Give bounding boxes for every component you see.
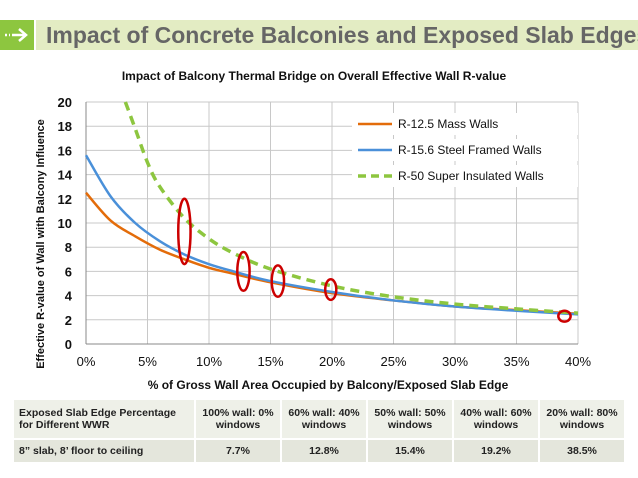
highlight-ellipse (177, 197, 192, 266)
x-tick-label: 5% (138, 354, 157, 369)
legend: R-12.5 Mass Walls R-15.6 Steel Framed Wal… (352, 113, 578, 187)
series-line-3 (123, 101, 579, 315)
y-tick-label: 20 (58, 95, 72, 110)
legend-label: R-15.6 Steel Framed Walls (398, 143, 542, 157)
chart: Impact of Balcony Thermal Bridge on Over… (28, 64, 600, 396)
table-cell: 38.5% (540, 440, 624, 462)
legend-label: R-50 Super Insulated Walls (398, 169, 544, 183)
y-tick-label: 8 (65, 240, 72, 255)
y-axis-label: Effective R-value of Wall with Balcony I… (35, 119, 47, 369)
arrow-right-icon (0, 20, 34, 50)
table-cell: 8” slab, 8’ floor to ceiling (14, 440, 194, 462)
x-tick-label: 20% (319, 354, 345, 369)
y-tick-label: 12 (58, 192, 72, 207)
table-cell: 12.8% (282, 440, 366, 462)
y-tick-label: 6 (65, 264, 72, 279)
table-cell: 60% wall: 40% windows (282, 400, 366, 438)
x-tick-label: 10% (196, 354, 222, 369)
y-tick-label: 16 (58, 143, 72, 158)
x-tick-label: 0% (77, 354, 96, 369)
legend-label: R-12.5 Mass Walls (398, 117, 498, 131)
table-cell: 20% wall: 80% windows (540, 400, 624, 438)
y-tick-label: 18 (58, 119, 72, 134)
y-tick-label: 14 (58, 168, 73, 183)
legend-background (352, 165, 578, 187)
x-tick-label: 35% (503, 354, 529, 369)
table-header-row: Exposed Slab Edge Percentage for Differe… (14, 400, 624, 438)
y-tick-label: 0 (65, 337, 72, 352)
title-bar: Impact of Concrete Balconies and Exposed… (36, 20, 638, 50)
x-tick-label: 15% (257, 354, 283, 369)
legend-background (352, 139, 578, 161)
table-cell: Exposed Slab Edge Percentage for Differe… (14, 400, 194, 438)
highlight-ellipse (270, 264, 286, 299)
table-cell: 19.2% (454, 440, 538, 462)
legend-background (352, 113, 578, 135)
slide-header: Impact of Concrete Balconies and Exposed… (0, 14, 638, 58)
page-title: Impact of Concrete Balconies and Exposed… (46, 22, 638, 48)
y-tick-label: 10 (58, 216, 72, 231)
annotations (177, 197, 572, 323)
table-cell: 15.4% (368, 440, 452, 462)
line-chart: Impact of Balcony Thermal Bridge on Over… (28, 64, 600, 396)
x-tick-label: 30% (442, 354, 468, 369)
x-tick-label: 25% (380, 354, 406, 369)
highlight-ellipse (323, 278, 338, 302)
table-cell: 7.7% (196, 440, 280, 462)
table-cell: 40% wall: 60% windows (454, 400, 538, 438)
tick-labels: 0 2 4 6 8 10 12 14 16 18 20 0% 5% 10% 15% 20% 25% 30% 35% 4… (58, 95, 592, 369)
series-lines (84, 101, 579, 316)
series-line-2 (84, 154, 579, 316)
y-tick-label: 2 (65, 313, 72, 328)
highlight-ellipse (557, 309, 572, 323)
y-tick-label: 4 (65, 289, 73, 304)
summary-table: Exposed Slab Edge Percentage for Differe… (12, 398, 626, 464)
chart-title: Impact of Balcony Thermal Bridge on Over… (122, 69, 507, 83)
highlight-ellipse (236, 250, 251, 293)
table-cell: 50% wall: 50% windows (368, 400, 452, 438)
x-axis-label: % of Gross Wall Area Occupied by Balcony… (148, 378, 509, 392)
x-tick-label: 40% (565, 354, 591, 369)
table-cell: 100% wall: 0% windows (196, 400, 280, 438)
table-row: 8” slab, 8’ floor to ceiling 7.7% 12.8% … (14, 440, 624, 462)
